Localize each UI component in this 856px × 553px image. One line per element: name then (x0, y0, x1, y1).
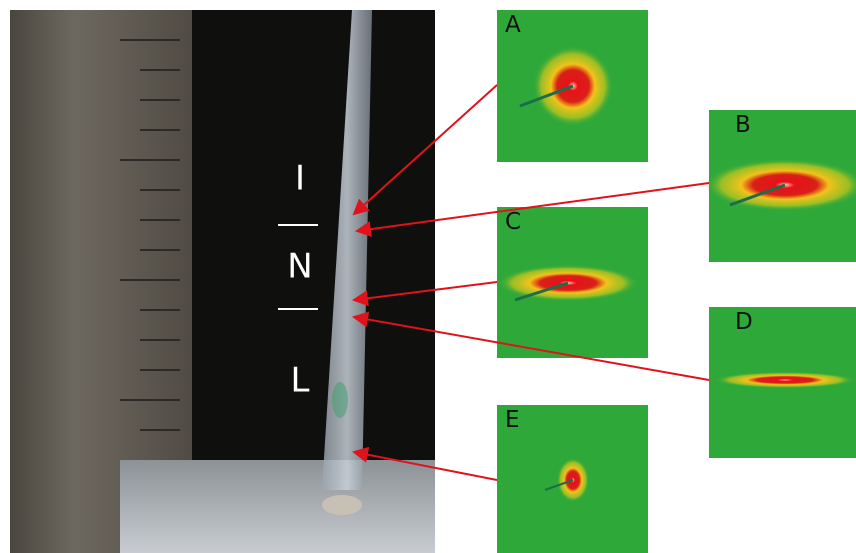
phase-labels: I N L (278, 159, 318, 401)
arrow (352, 446, 498, 481)
panel: B (705, 110, 856, 262)
panel: A (497, 10, 648, 162)
panel: C (497, 207, 648, 358)
arrow (352, 84, 498, 216)
arrow (352, 281, 498, 307)
phase-label: I (295, 159, 305, 199)
arrow (355, 182, 710, 238)
panels: A B C D E (497, 10, 856, 553)
photo (10, 10, 435, 553)
panel: D (709, 307, 856, 458)
phase-label: N (287, 247, 312, 287)
panel-label: A (505, 12, 521, 38)
arrows (352, 84, 710, 481)
panel-label: D (735, 309, 753, 335)
arrow (352, 311, 710, 381)
phase-label: L (291, 361, 310, 401)
panel-label: B (735, 112, 751, 138)
panel-label: E (505, 407, 520, 433)
panel-label: C (505, 209, 521, 235)
panel: E (497, 405, 648, 553)
